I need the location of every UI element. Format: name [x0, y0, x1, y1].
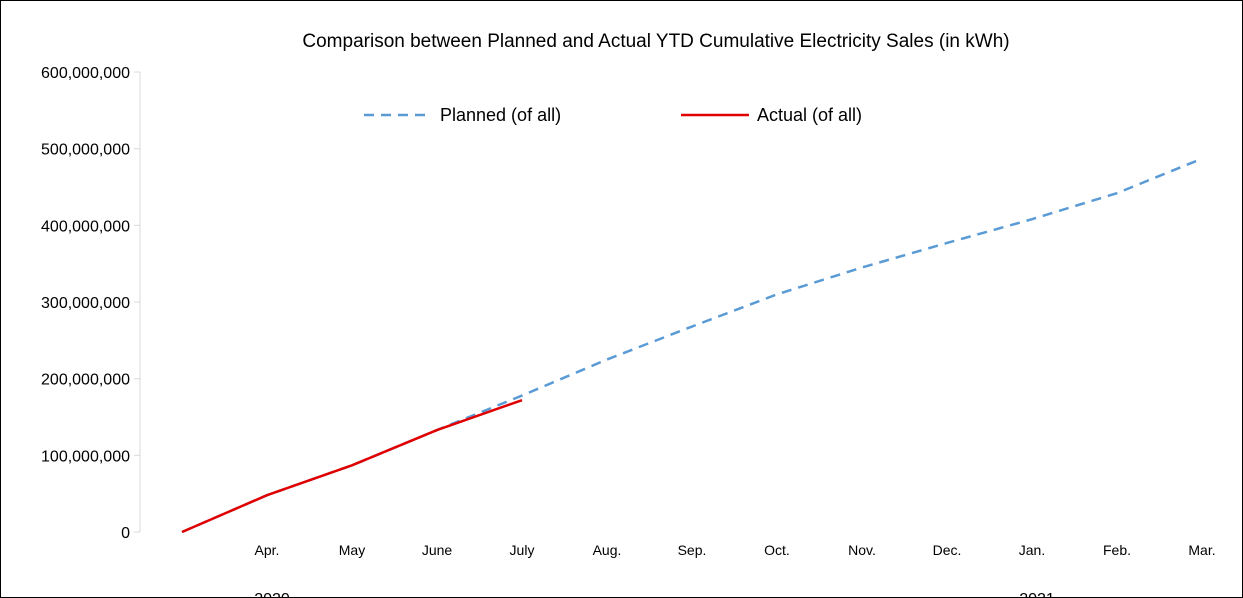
x-tick-label: Nov.: [848, 542, 876, 558]
x-tick-label: Mar.: [1188, 542, 1215, 558]
x-tick-label: June: [422, 542, 453, 558]
x-tick-label: Aug.: [593, 542, 622, 558]
x-tick-label: July: [510, 542, 535, 558]
series-line-actual: [181, 398, 523, 534]
series-lines: [181, 157, 1203, 534]
x-tick-label: Oct.: [764, 542, 790, 558]
y-tick-label: 400,000,000: [41, 218, 130, 235]
x-tick-label: Feb.: [1103, 542, 1131, 558]
year-label: 2021: [1019, 591, 1055, 598]
legend: Planned (of all) Actual (of all): [364, 105, 862, 125]
y-tick-label: 200,000,000: [41, 372, 130, 389]
legend-label-actual: Actual (of all): [757, 105, 862, 125]
y-tick-label: 0: [121, 525, 130, 542]
x-axis-ticks: Apr. May June July Aug. Sep. Oct. Nov. Dec. Jan. F…: [255, 542, 1216, 558]
year-label: 2020: [254, 591, 290, 598]
x-tick-label: Apr.: [255, 542, 280, 558]
x-tick-label: Sep.: [678, 542, 707, 558]
y-tick-label: 500,000,000: [41, 142, 130, 159]
y-tick-label: 600,000,000: [41, 65, 130, 82]
y-tick-label: 100,000,000: [41, 448, 130, 465]
legend-label-planned: Planned (of all): [440, 105, 561, 125]
series-line-planned: [181, 157, 1203, 534]
y-tick-label: 300,000,000: [41, 295, 130, 312]
x-tick-label: Dec.: [933, 542, 962, 558]
x-tick-label: Jan.: [1019, 542, 1045, 558]
year-labels: 2020 2021: [254, 591, 1055, 598]
y-axis-ticks: 0 100,000,000 200,000,000 300,000,000 400,00…: [41, 65, 140, 542]
chart-title: Comparison between Planned and Actual YT…: [302, 31, 1009, 52]
x-tick-label: May: [339, 542, 365, 558]
